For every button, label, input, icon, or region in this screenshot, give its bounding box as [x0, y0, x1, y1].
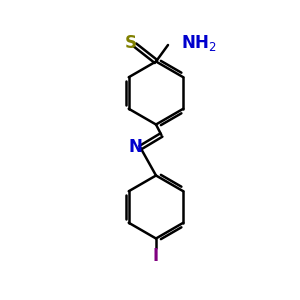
Text: N: N	[128, 138, 142, 156]
Text: S: S	[125, 34, 137, 52]
Text: I: I	[153, 247, 159, 265]
Text: NH$_2$: NH$_2$	[181, 33, 216, 52]
